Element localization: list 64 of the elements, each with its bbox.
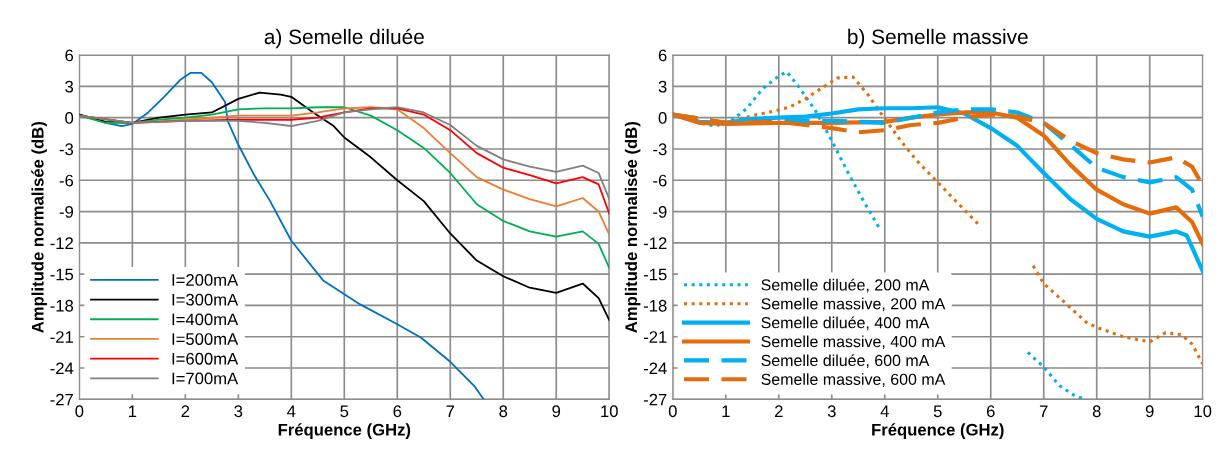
x-tick-label: 9: [552, 405, 561, 418]
y-tick-label: -24: [643, 362, 667, 375]
y-tick-label: -3: [59, 143, 74, 156]
x-tick-label: 0: [75, 405, 84, 418]
y-tick-label: -3: [653, 143, 667, 156]
y-axis-title: Amplitude normalisée (dB): [624, 122, 641, 333]
x-tick-label: 8: [1092, 405, 1101, 418]
legend-label: I=400mA: [172, 313, 239, 326]
y-tick-label: -27: [643, 393, 667, 406]
x-tick-label: 10: [601, 405, 618, 418]
y-tick-label: -24: [50, 362, 74, 375]
x-tick-label: 7: [1039, 405, 1048, 417]
x-tick-label: 6: [986, 405, 995, 418]
legend-label: I=700mA: [172, 372, 239, 385]
legend-label: Semelle massive, 400 mA: [761, 335, 946, 350]
legend-label: I=600mA: [172, 352, 239, 365]
chart-title: a) Semelle diluée: [264, 28, 424, 49]
legend-label: Semelle diluée, 600 mA: [761, 354, 930, 368]
legend-label: Semelle massive, 600 mA: [761, 373, 946, 387]
y-tick-label: -9: [59, 205, 74, 218]
y-tick-label: -27: [50, 393, 73, 406]
x-tick-label: 1: [722, 405, 730, 417]
y-tick-label: -15: [643, 268, 667, 281]
x-tick-label: 2: [775, 405, 783, 417]
x-tick-label: 6: [393, 405, 402, 418]
x-axis-title: Fréquence (GHz): [872, 423, 1004, 439]
x-tick-label: 2: [181, 405, 190, 417]
y-tick-label: -18: [643, 299, 667, 312]
legend-label: I=500mA: [172, 333, 239, 345]
x-tick-label: 4: [287, 405, 296, 417]
x-tick-label: 8: [499, 405, 508, 418]
y-tick-label: -6: [59, 174, 74, 187]
y-tick-label: -21: [50, 331, 73, 343]
y-tick-label: -12: [50, 237, 73, 249]
y-tick-label: -15: [50, 268, 74, 281]
legend-label: I=300mA: [172, 293, 239, 306]
y-tick-label: 3: [658, 80, 667, 93]
y-tick-label: -6: [653, 174, 667, 187]
x-tick-label: 3: [827, 405, 836, 418]
y-tick-label: -21: [643, 331, 667, 343]
y-tick-label: 3: [65, 80, 74, 93]
y-axis-title: Amplitude normalisée (dB): [31, 122, 47, 333]
x-tick-label: 7: [446, 405, 455, 417]
x-tick-label: 1: [128, 405, 137, 417]
x-axis-title: Fréquence (GHz): [278, 423, 411, 439]
y-tick-label: 6: [658, 49, 667, 62]
legend-label: Semelle diluée, 200 mA: [761, 278, 930, 293]
y-tick-label: 0: [658, 112, 667, 124]
y-tick-label: 0: [65, 112, 74, 124]
x-tick-label: 5: [933, 405, 942, 418]
y-tick-label: -9: [653, 205, 667, 218]
x-tick-label: 5: [340, 405, 349, 418]
legend-label: Semelle massive, 200 mA: [761, 297, 946, 312]
x-tick-label: 3: [234, 405, 243, 418]
x-tick-label: 10: [1194, 405, 1212, 418]
y-tick-label: -18: [50, 299, 74, 312]
legend-label: I=200mA: [172, 274, 239, 286]
chart-title: b) Semelle massive: [848, 28, 1028, 49]
x-tick-label: 4: [880, 405, 889, 417]
y-tick-label: -12: [643, 237, 667, 249]
x-tick-label: 0: [668, 405, 677, 418]
legend-label: Semelle diluée, 400 mA: [761, 316, 930, 331]
x-tick-label: 9: [1145, 405, 1154, 418]
y-tick-label: 6: [65, 49, 74, 62]
